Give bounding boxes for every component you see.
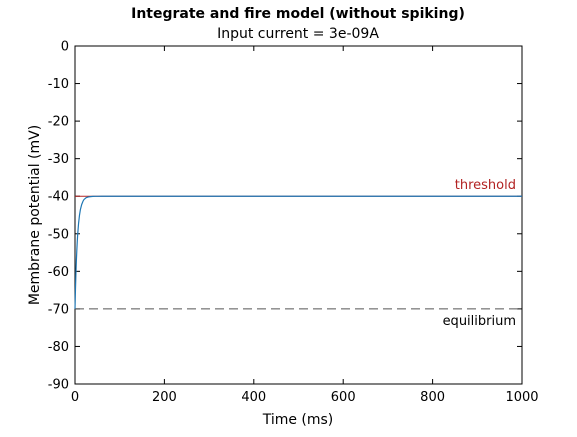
x-tick-label: 0: [71, 390, 79, 405]
x-axis-label: Time (ms): [262, 412, 334, 428]
y-tick-label: -20: [48, 115, 69, 130]
y-axis-label: Membrane potential (mV): [27, 125, 43, 305]
y-tick-label: -50: [48, 227, 69, 242]
x-tick-label: 600: [331, 390, 356, 405]
x-tick-label: 800: [420, 390, 445, 405]
series-line: [74, 195, 522, 309]
threshold-label: threshold: [455, 178, 516, 193]
y-tick-label: -30: [48, 152, 69, 167]
x-tick-label: 400: [241, 390, 266, 405]
y-tick-label: -70: [48, 302, 69, 317]
chart-subtitle: Input current = 3e-09A: [217, 26, 379, 42]
y-tick-label: -40: [48, 190, 69, 205]
x-tick-label: 1000: [505, 390, 538, 405]
y-tick-label: -90: [48, 378, 69, 393]
y-tick-label: -10: [48, 77, 69, 92]
plot-frame: [74, 45, 523, 385]
chart-title: Integrate and fire model (without spikin…: [131, 6, 465, 22]
y-tick-label: -60: [48, 265, 69, 280]
plot-area: 0 200 400 600 800 1000 0 -10 -20 -30 -40 -50 -60 -70 -…: [48, 40, 539, 406]
y-tick-label: -80: [48, 340, 69, 355]
equilibrium-label: equilibrium: [443, 314, 516, 329]
y-tick-label: 0: [61, 40, 69, 55]
x-tick-label: 200: [152, 390, 177, 405]
